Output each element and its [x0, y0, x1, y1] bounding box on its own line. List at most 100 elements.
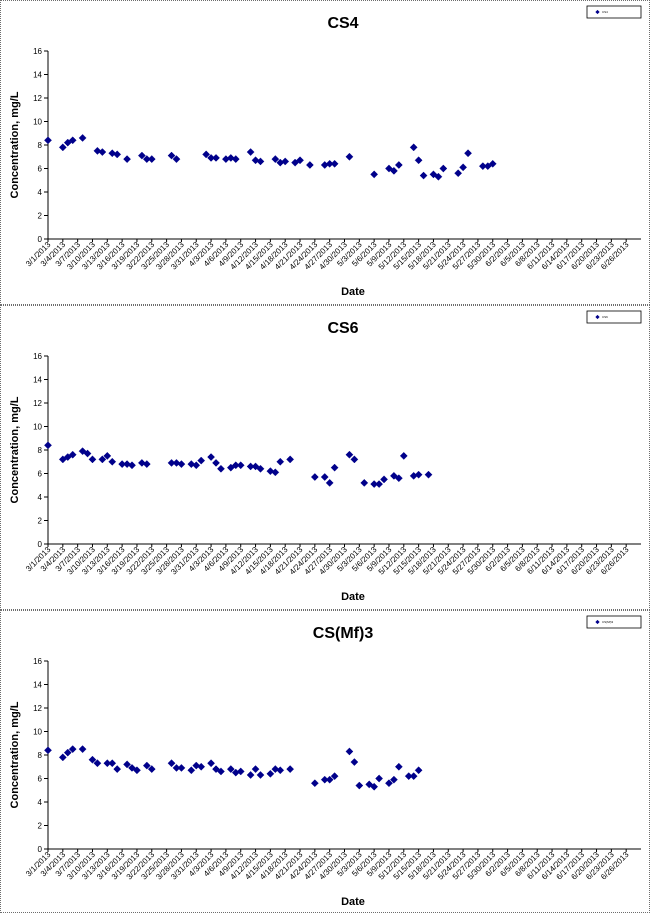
data-point [133, 766, 141, 775]
data-point [439, 164, 448, 173]
y-tick-label: 12 [33, 399, 42, 408]
data-point [177, 460, 186, 468]
data-point [236, 767, 245, 776]
y-axis-label: Concentration, mg/L [9, 396, 21, 503]
data-point [286, 765, 295, 773]
data-point [434, 172, 443, 181]
chart-svg: CS(Mf)3 CS(Mf)3 0 2 4 6 8 10 12 14 16 Concentration… [9, 615, 642, 908]
data-point [380, 475, 388, 484]
data-point [296, 156, 304, 165]
y-tick-label: 12 [33, 94, 42, 103]
data-point [350, 758, 359, 766]
data-point [187, 766, 196, 775]
data-point [251, 462, 260, 471]
data-point [212, 154, 220, 162]
y-tick-label: 6 [38, 775, 43, 784]
data-point [276, 766, 285, 775]
data-point [63, 748, 72, 757]
data-point [246, 771, 255, 779]
data-point [147, 155, 156, 163]
data-point [98, 148, 107, 156]
y-tick-label: 10 [33, 423, 42, 432]
data-point [370, 170, 379, 179]
data-point [360, 479, 369, 487]
y-tick-label: 14 [33, 681, 42, 690]
data-point [345, 450, 354, 459]
y-tick-label: 16 [33, 47, 42, 56]
y-tick-label: 2 [38, 517, 43, 526]
data-point [123, 460, 131, 468]
data-point [330, 463, 339, 472]
data-point [142, 761, 151, 770]
data-point [394, 762, 403, 771]
data-point [256, 771, 265, 779]
y-tick-label: 6 [38, 470, 43, 479]
data-point [78, 447, 87, 456]
data-point [330, 772, 339, 781]
data-point [488, 159, 497, 168]
data-point [68, 136, 77, 145]
data-point [355, 781, 364, 790]
y-tick-label: 10 [33, 118, 42, 127]
y-axis-label: Concentration, mg/L [9, 91, 21, 198]
y-tick-label: 0 [38, 845, 43, 854]
data-point [256, 464, 265, 473]
data-point [394, 161, 403, 169]
y-tick-label: 14 [33, 376, 42, 385]
data-point [271, 765, 280, 773]
data-point [212, 459, 220, 467]
data-point [385, 779, 393, 788]
data-point [207, 759, 215, 768]
data-point [197, 456, 206, 465]
data-point [88, 455, 97, 464]
x-axis-label: Date [341, 591, 365, 603]
data-point [138, 151, 146, 160]
data-point [88, 755, 97, 764]
y-tick-label: 4 [38, 188, 43, 197]
data-point [108, 149, 117, 158]
chart-panel-cs4: CS4 CS4 0 2 4 6 8 10 12 14 16 Concentration, mg/L 3/… [0, 0, 650, 305]
data-point [217, 767, 225, 776]
data-point [276, 457, 285, 466]
data-point [394, 474, 403, 483]
data-point [177, 764, 186, 772]
data-point [207, 453, 215, 461]
legend-label: CS4 [602, 10, 608, 14]
data-point [167, 759, 176, 768]
data-point [58, 143, 67, 152]
data-point [409, 143, 418, 152]
data-point [320, 473, 329, 481]
chart-title: CS4 [327, 15, 358, 32]
y-tick-label: 0 [38, 235, 43, 244]
data-point [192, 461, 201, 470]
data-point [414, 766, 423, 775]
data-point [113, 765, 122, 773]
data-point [399, 451, 408, 460]
x-axis-label: Date [341, 286, 365, 298]
data-point [58, 753, 67, 762]
y-axis-label: Concentration, mg/L [9, 701, 21, 808]
data-point [256, 157, 265, 166]
data-point [251, 156, 260, 165]
data-point [212, 765, 220, 773]
data-point [142, 460, 151, 468]
data-point [231, 155, 240, 163]
data-point [172, 155, 181, 163]
legend: CS4 [586, 5, 642, 19]
y-tick-label: 6 [38, 165, 43, 174]
data-point [251, 765, 260, 773]
data-point [93, 759, 102, 768]
data-point [271, 155, 280, 163]
data-point [123, 155, 131, 163]
data-point [123, 760, 131, 769]
data-point [414, 470, 423, 479]
data-point [103, 451, 112, 460]
data-point [167, 151, 176, 160]
y-tick-label: 8 [38, 141, 43, 150]
y-tick-label: 16 [33, 352, 42, 361]
y-tick-label: 4 [38, 798, 43, 807]
legend: CS6 [586, 310, 642, 324]
data-point [266, 769, 275, 778]
